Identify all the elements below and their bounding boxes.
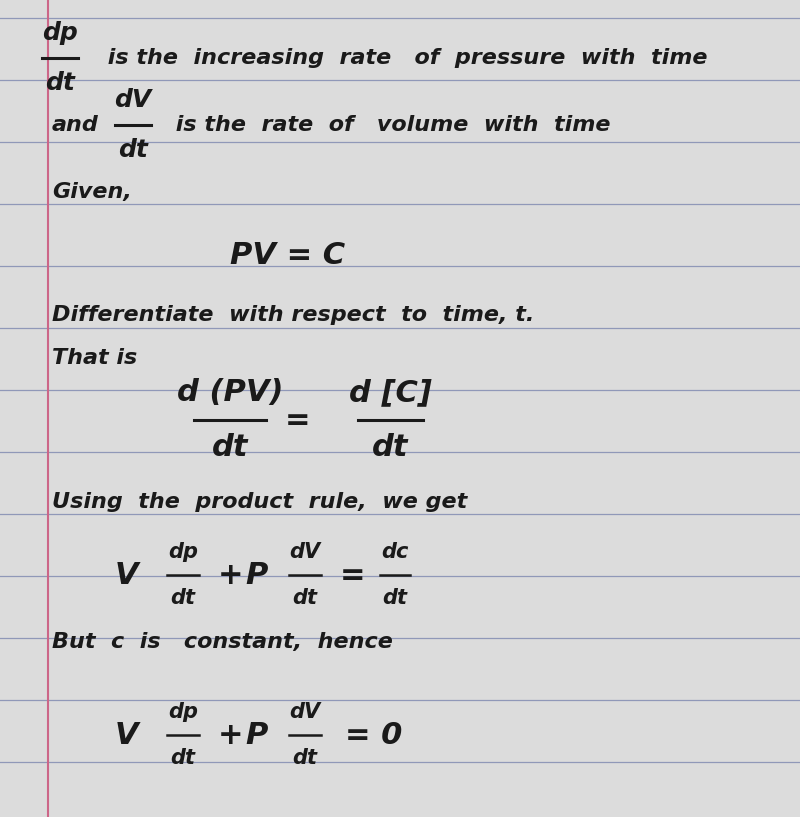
Text: Differentiate  with respect  to  time, t.: Differentiate with respect to time, t.	[52, 305, 534, 325]
Text: But  c  is   constant,  hence: But c is constant, hence	[52, 632, 393, 652]
Text: d [C]: d [C]	[349, 378, 431, 407]
Text: dt: dt	[382, 588, 407, 608]
Text: +: +	[218, 721, 243, 749]
Text: dt: dt	[372, 433, 408, 462]
Text: dV: dV	[114, 88, 152, 112]
Text: V: V	[115, 560, 138, 590]
Text: is the  rate  of   volume  with  time: is the rate of volume with time	[168, 115, 610, 135]
Text: Given,: Given,	[52, 182, 132, 202]
Text: dt: dt	[170, 748, 195, 768]
Text: dt: dt	[293, 588, 318, 608]
Text: dV: dV	[290, 542, 321, 562]
Text: dt: dt	[118, 138, 148, 162]
Text: dp: dp	[168, 702, 198, 722]
Text: dV: dV	[290, 702, 321, 722]
Text: =: =	[285, 405, 310, 435]
Text: That is: That is	[52, 348, 138, 368]
Text: d (PV): d (PV)	[177, 378, 283, 407]
Text: dt: dt	[45, 71, 75, 95]
Text: dt: dt	[293, 748, 318, 768]
Text: P: P	[245, 721, 267, 749]
Text: V: V	[115, 721, 138, 749]
Text: dt: dt	[170, 588, 195, 608]
Text: = 0: = 0	[345, 721, 402, 749]
Text: dp: dp	[168, 542, 198, 562]
Text: dt: dt	[212, 433, 248, 462]
Text: PV = C: PV = C	[230, 240, 345, 270]
Text: P: P	[245, 560, 267, 590]
Text: Using  the  product  rule,  we get: Using the product rule, we get	[52, 492, 467, 512]
Text: =: =	[340, 560, 366, 590]
Text: +: +	[218, 560, 243, 590]
Text: is the  increasing  rate   of  pressure  with  time: is the increasing rate of pressure with …	[100, 48, 707, 68]
Text: dc: dc	[382, 542, 409, 562]
Text: and: and	[52, 115, 98, 135]
Text: dp: dp	[42, 21, 78, 45]
